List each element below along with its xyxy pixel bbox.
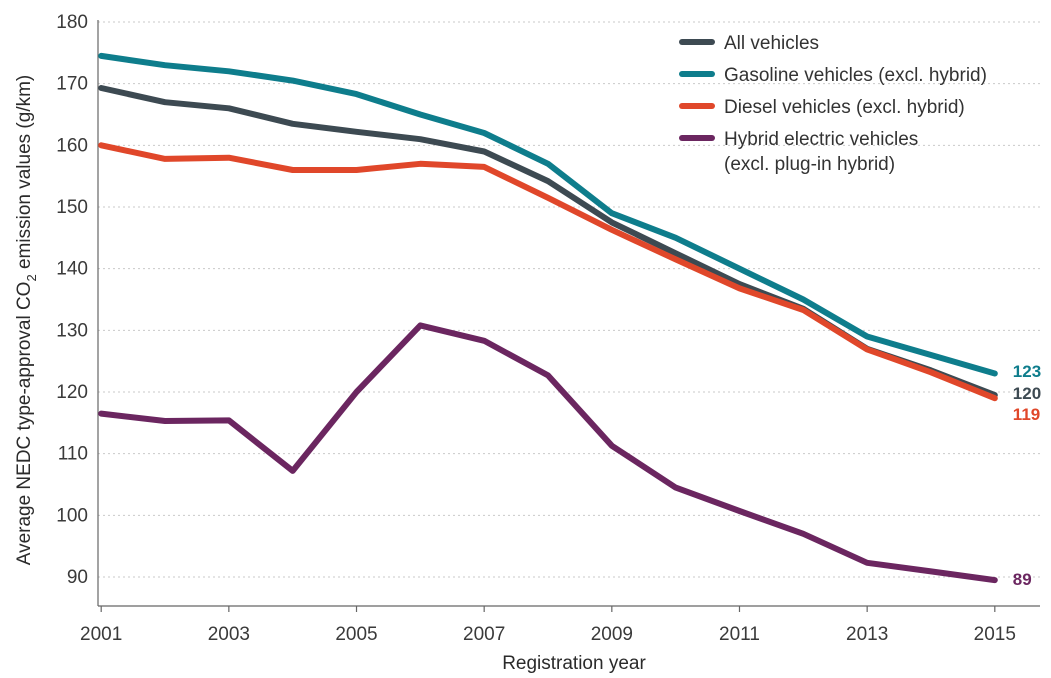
x-tick-label: 2009 [591,624,633,645]
axes: 90 100 110 120 130 140 150 160 170 180 2001 2003 200… [56,12,1040,645]
x-tick-label: 2005 [335,624,377,645]
legend-label-line2: (excl. plug-in hybrid) [724,154,895,175]
y-tick-label: 120 [56,382,88,403]
end-value-label: 89 [1013,570,1032,589]
series-lines [98,52,998,584]
y-axis-title-unit: emission values (g/km) [14,75,35,275]
legend: All vehicles Gasoline vehicles (excl. hyb… [679,33,987,175]
legend-label: Diesel vehicles (excl. hybrid) [724,97,965,118]
end-value-label: 120 [1013,384,1041,403]
y-tick-label: 170 [56,74,88,95]
y-tick-label: 140 [56,259,88,280]
legend-label: All vehicles [724,33,819,54]
y-tick-label: 130 [56,320,88,341]
end-labels: 123 120 119 89 [1013,362,1041,589]
series-line [98,142,998,402]
x-tick-label: 2007 [463,624,505,645]
x-tick-label: 2001 [80,624,122,645]
y-axis-title-main: Average NEDC type-approval CO [14,282,35,566]
y-tick-label: 180 [56,12,88,33]
x-tick-label: 2013 [846,624,888,645]
y-tick-label: 160 [56,135,88,156]
y-axis-title: Average NEDC type-approval CO2 emission … [14,75,39,566]
x-tick-label: 2003 [208,624,250,645]
x-tick-label: 2015 [974,624,1016,645]
x-axis-title: Registration year [502,653,646,674]
y-tick-label: 90 [67,567,88,588]
end-value-label: 123 [1013,362,1041,381]
grid-lines [98,21,1040,578]
x-tick-label: 2011 [719,624,760,645]
y-tick-label: 100 [56,505,88,526]
y-tick-label: 150 [56,197,88,218]
legend-label: Hybrid electric vehicles [724,129,918,150]
legend-label: Gasoline vehicles (excl. hybrid) [724,65,987,86]
y-axis-title-subscript: 2 [24,274,39,281]
series-line [98,322,998,584]
series-line [98,52,998,377]
end-value-label: 119 [1013,405,1040,424]
y-tick-label: 110 [58,444,88,465]
